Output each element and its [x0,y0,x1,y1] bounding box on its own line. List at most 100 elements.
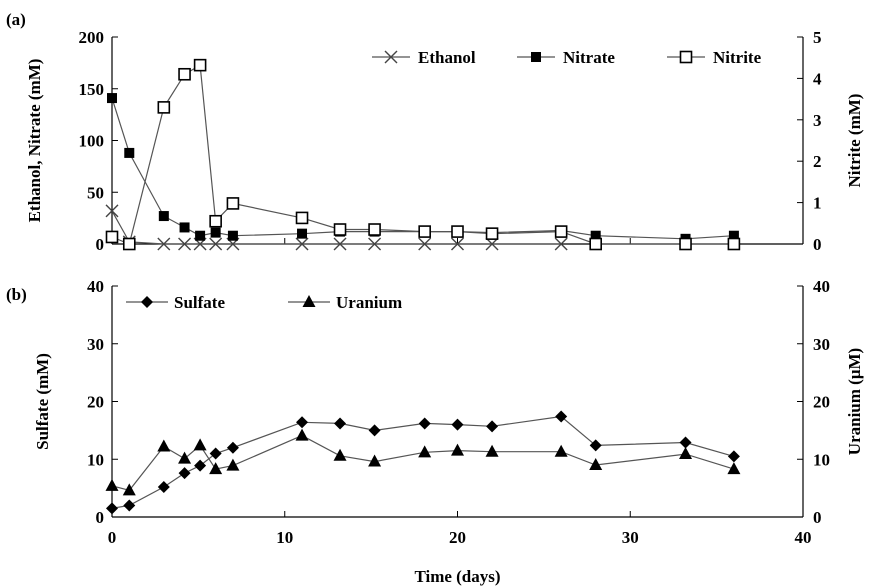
panel-a-nitrite-point-2 [157,101,171,114]
panel-b-sulfate-point-3 [178,467,191,480]
panel-a-nitrate-point-7 [297,228,308,239]
panel-a-right-tick-label-1: 1 [813,194,822,213]
panel-b-uranium-point-5 [209,462,223,475]
panel-a-ethanol-point-11 [451,237,464,251]
panel-a-right-tick-label-0: 0 [813,235,822,254]
panel-b-x-tick-label-1: 10 [276,528,293,547]
panel-b-uranium-point-2 [157,439,171,452]
panel-b-sulfate-point-12 [486,420,499,433]
panel-b-x-tick-label-2: 20 [449,528,466,547]
panel-a-nitrite-point-8 [333,223,347,236]
panel-b-right-tick-label-0: 0 [813,508,822,527]
panel-b-x-tick-label-0: 0 [108,528,117,547]
panel-b-right-axis-title: Uranium (μM) [845,348,864,455]
panel-b-x-tick-label-4: 40 [795,528,812,547]
panel-a-nitrate-point-3 [179,222,190,233]
panel-b-sulfate-point-5 [209,447,222,460]
panel-a-ethanol-point-12 [485,237,499,251]
panel-b-left-tick-label-2: 20 [87,393,104,412]
panel-b-left-tick-label-0: 0 [96,508,105,527]
panel-a-ethanol-point-5 [209,237,223,251]
panel-a-left-tick-label-2: 100 [79,132,105,151]
panel-b-left-tick-label-1: 10 [87,450,104,469]
panel-a-label: (a) [6,10,26,29]
panel-b-right-tick-label-4: 40 [813,277,830,296]
panel-a-right-tick-label-4: 4 [813,69,822,88]
panel-b-sulfate-point-7 [296,416,309,429]
panel-a-nitrate-point-5 [210,227,221,238]
panel-a-ethanol-point-8 [333,237,347,251]
panel-a-ethanol-point-7-stroke-2 [295,237,309,251]
panel-b-x-tick-label-3: 30 [622,528,639,547]
panel-a-ethanol-point-9 [368,237,382,251]
panel-b-legend-sulfate-label: Sulfate [174,293,225,312]
panel-a-nitrite-point-3 [178,67,191,81]
panel-a-ethanol-point-3-stroke-2 [178,237,192,251]
panel-a-nitrate-point-2 [158,211,169,222]
panel-b-sulfate-point-2 [157,480,170,493]
panel-a-nitrite-point-16 [727,237,741,251]
panel-a-right-axis-title: Nitrite (mM) [845,94,864,188]
panel-a-nitrite-point-1 [122,237,136,251]
panel-b-left-tick-label-4: 40 [87,277,104,296]
panel-a-ethanol-point-10 [418,237,432,251]
panel-a-ethanol-point-3 [178,237,192,251]
panel-b-sulfate-point-4 [194,459,207,472]
panel-a-ethanol-point-2-stroke-2 [157,237,171,251]
panel-b-sulfate-point-10 [418,417,431,430]
panel-a-nitrite-point-12 [485,227,499,240]
panel-b-right-tick-label-3: 30 [813,335,830,354]
panel-a-legend-nitrate-label: Nitrate [563,48,615,67]
panel-b-uranium-point-15 [679,447,693,460]
panel-a-ethanol-point-11-stroke-2 [451,237,464,251]
panel-a-right-tick-label-5: 5 [813,28,822,47]
panel-a-nitrite-point-4 [193,58,207,72]
panel-a-ethanol-point-12-stroke-2 [485,237,499,251]
panel-b-right-tick-label-2: 20 [813,393,830,412]
panel-a-ethanol-point-13-stroke-2 [554,237,568,251]
panel-a-ethanol-line [111,210,562,245]
panel-b-sulfate-point-16 [727,450,740,463]
panel-b-left-axis-title: Sulfate (mM) [33,353,52,450]
panel-b-legend-uranium-marker [302,295,316,307]
panel-b-sulfate-point-13 [555,410,568,423]
panel-b-uranium-point-12 [485,444,499,457]
panel-b-right-tick-label-1: 10 [813,450,830,469]
panel-b-sulfate-point-9 [368,424,381,437]
panel-a-ethanol-point-9-stroke-2 [368,237,382,251]
panel-a-ethanol-point-8-stroke-2 [333,237,347,251]
panel-b-legend-sulfate-marker [141,296,153,308]
panel-a-ethanol-point-10-stroke-2 [418,237,432,251]
panel-b-x-axis-title: Time (days) [414,567,500,586]
panel-a-nitrite-point-11 [451,225,464,238]
panel-a-nitrite-point-15 [679,237,692,251]
panel-b-uranium-point-0 [105,478,119,491]
panel-a-left-tick-label-1: 50 [87,183,104,202]
panel-b-sulfate-point-15 [679,436,692,449]
panel-a-nitrite-point-10 [418,225,431,238]
panel-b-label: (b) [6,285,27,304]
panel-a-ethanol-point-0-stroke-2 [105,204,119,218]
panel-a-nitrate-point-6 [227,230,238,241]
panel-a-ethanol-point-7 [295,237,309,251]
panel-b-uranium-point-9 [368,454,382,467]
panel-a-nitrate-point-0 [107,93,117,104]
panel-a-nitrite-point-13 [554,225,568,238]
panel-a-left-axis-title: Ethanol, Nitrate (mM) [25,59,44,223]
panel-a-right-tick-label-3: 3 [813,111,822,130]
panel-a-right-tick-label-2: 2 [813,152,822,171]
panel-a-legend-ethanol-marker [384,50,398,64]
panel-a-nitrite-point-14 [589,237,603,251]
panel-a-legend-nitrite-label: Nitrite [713,48,762,67]
panel-b-uranium-point-6 [226,458,240,471]
panel-a-legend-nitrite-marker [679,50,693,64]
panel-a-nitrite-point-9 [368,223,381,236]
panel-b-left-tick-label-3: 30 [87,335,104,354]
panel-a-nitrate-point-1 [124,147,135,158]
panel-a-ethanol-point-13 [554,237,568,251]
panel-b-uranium-point-1 [122,483,136,496]
panel-b-sulfate-point-8 [334,417,347,430]
panel-b-uranium-point-7 [295,428,309,441]
panel-b-sulfate-point-6 [226,441,239,454]
